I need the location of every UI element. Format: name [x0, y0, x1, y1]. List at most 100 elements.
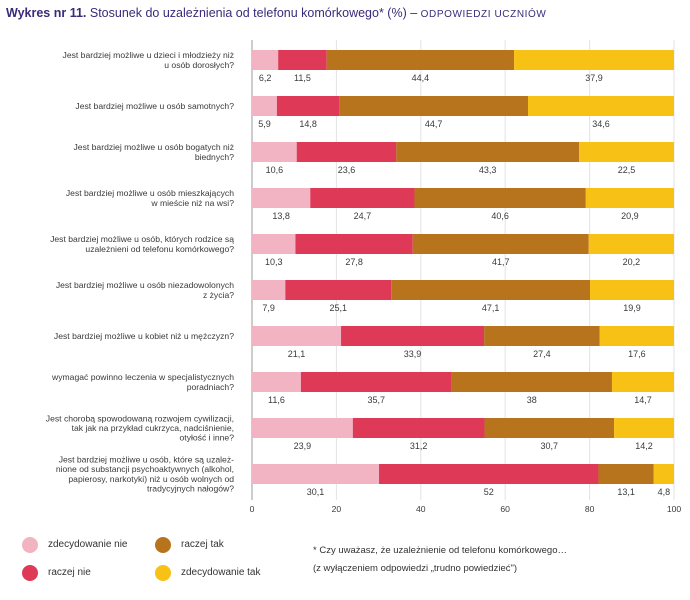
- bar-segment: [484, 326, 600, 346]
- data-label: 14,2: [635, 441, 653, 451]
- data-label: 52: [484, 487, 494, 497]
- bar-segment: [295, 234, 413, 254]
- data-label: 14,8: [299, 119, 317, 129]
- footnote: * Czy uważasz, że uzależnienie od telefo…: [313, 542, 567, 578]
- legend-label: raczej nie: [48, 567, 91, 578]
- category-label: Jest chorobą spowodowaną rozwojem cywili…: [46, 413, 234, 442]
- data-label: 21,1: [288, 349, 306, 359]
- x-tick-label: 0: [250, 504, 255, 514]
- data-label: 30,7: [541, 441, 559, 451]
- data-label: 7,9: [262, 303, 275, 313]
- bar-segment: [614, 418, 674, 438]
- data-label: 5,9: [258, 119, 271, 129]
- category-label: Jest bardziej możliwe u osób mieszkający…: [66, 188, 234, 208]
- category-label: Jest bardziej możliwe u dzieci i młodzie…: [63, 50, 235, 70]
- x-tick-label: 40: [416, 504, 426, 514]
- category-label: Jest bardziej możliwe u osób bogatych ni…: [74, 142, 235, 162]
- data-label: 24,7: [354, 211, 372, 221]
- stacked-bar-chart: 0 20 40 60 80 100 Jest bardziej możliwe u dzie…: [46, 40, 681, 514]
- bar-segment: [379, 464, 599, 484]
- bar-segment: [252, 280, 286, 300]
- data-label: 13,1: [617, 487, 635, 497]
- data-label: 34,6: [592, 119, 610, 129]
- category-label: Jest bardziej możliwe u osób, których ro…: [50, 234, 234, 254]
- bar-segment: [527, 96, 674, 116]
- category-label: Jest bardziej możliwe u osób samotnych?: [75, 101, 234, 111]
- legend-swatch: [22, 537, 38, 553]
- legend-label: zdecydowanie nie: [48, 539, 128, 550]
- bar-segment: [252, 418, 353, 438]
- bar-segment: [414, 188, 586, 208]
- data-label: 44,7: [425, 119, 443, 129]
- bar-segment: [252, 234, 296, 254]
- data-label: 14,7: [634, 395, 652, 405]
- legend-label: raczej tak: [181, 539, 224, 550]
- bar-segment: [451, 372, 612, 392]
- data-label: 38: [527, 395, 537, 405]
- legend-swatch: [22, 565, 38, 581]
- bar-segment: [611, 372, 674, 392]
- legend-label: zdecydowanie tak: [181, 567, 261, 578]
- data-label: 27,8: [345, 257, 363, 267]
- bar-segment: [391, 280, 591, 300]
- bar-segment: [276, 96, 340, 116]
- data-label: 22,5: [618, 165, 636, 175]
- bar-segment: [296, 142, 397, 162]
- bar-segment: [590, 280, 674, 300]
- data-label: 41,7: [492, 257, 510, 267]
- chart-title-main: Stosunek do uzależnienia od telefonu kom…: [89, 6, 418, 20]
- legend-swatch: [155, 537, 171, 553]
- legend-swatch: [155, 565, 171, 581]
- bar-segment: [252, 372, 301, 392]
- data-label: 10,3: [265, 257, 283, 267]
- data-label: 4,8: [658, 487, 671, 497]
- bar-segment: [396, 142, 580, 162]
- data-label: 17,6: [628, 349, 646, 359]
- bar-segment: [252, 326, 342, 346]
- data-label: 20,9: [621, 211, 639, 221]
- bar-segment: [341, 326, 485, 346]
- data-label: 25,1: [330, 303, 348, 313]
- category-label: Jest bardziej możliwe u osób, które są u…: [56, 455, 234, 494]
- data-label: 19,9: [623, 303, 641, 313]
- data-label: 37,9: [585, 73, 603, 83]
- data-label: 33,9: [404, 349, 422, 359]
- bar-segment: [579, 142, 674, 162]
- bar-segment: [412, 234, 589, 254]
- bar-segment: [252, 464, 380, 484]
- data-label: 40,6: [491, 211, 509, 221]
- chart-title-suffix: ODPOWIEDZI UCZNIÓW: [420, 9, 547, 20]
- bar-segment: [252, 142, 297, 162]
- bar-segment: [588, 234, 674, 254]
- bar-segment: [310, 188, 415, 208]
- data-label: 10,6: [266, 165, 284, 175]
- bar-segment: [278, 50, 327, 70]
- bar-segment: [598, 464, 654, 484]
- data-label: 30,1: [307, 487, 325, 497]
- data-label: 43,3: [479, 165, 497, 175]
- data-label: 6,2: [259, 73, 272, 83]
- bar-segment: [514, 50, 674, 70]
- chart-title: Wykres nr 11. Stosunek do uzależnienia o…: [6, 6, 686, 20]
- bar-segment: [285, 280, 392, 300]
- category-label: Jest bardziej możliwe u osób niezadowolo…: [56, 280, 234, 300]
- bar-segment: [300, 372, 452, 392]
- bar-segment: [653, 464, 674, 484]
- x-tick-label: 60: [500, 504, 510, 514]
- data-label: 20,2: [623, 257, 641, 267]
- data-label: 35,7: [368, 395, 386, 405]
- data-label: 23,9: [294, 441, 312, 451]
- data-label: 47,1: [482, 303, 500, 313]
- data-label: 13,8: [272, 211, 290, 221]
- bar-segment: [339, 96, 528, 116]
- bar-segment: [585, 188, 674, 208]
- bar-segment: [252, 96, 277, 116]
- x-tick-label: 80: [585, 504, 595, 514]
- bar-segment: [252, 50, 279, 70]
- data-label: 11,6: [268, 395, 285, 405]
- data-label: 44,4: [412, 73, 430, 83]
- bar-segment: [599, 326, 674, 346]
- data-label: 23,6: [338, 165, 356, 175]
- bar-segment: [484, 418, 615, 438]
- data-label: 27,4: [533, 349, 551, 359]
